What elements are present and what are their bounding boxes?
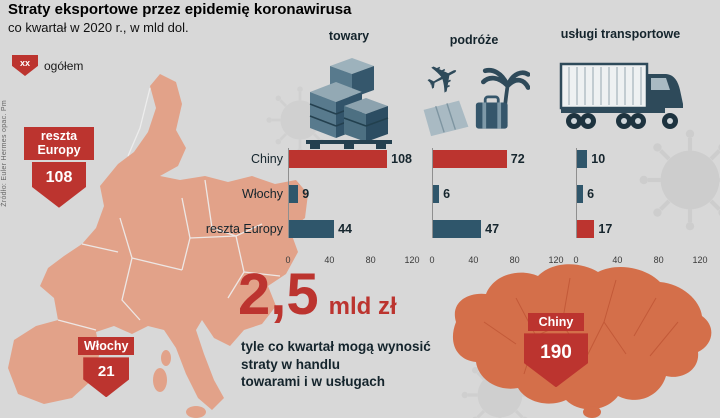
airplane-icon: ✈ (418, 50, 469, 107)
axis-tick: 80 (365, 255, 376, 265)
bar-value: 44 (338, 222, 352, 236)
bar-Włochy-podróże (433, 185, 440, 203)
bar-row: 6 (577, 185, 700, 203)
axis-tick: 0 (285, 255, 291, 265)
bar-Chiny-podróże (433, 150, 507, 168)
bar-reszta Europy-podróże (433, 220, 482, 238)
bar-value: 9 (302, 187, 310, 201)
badge-chiny: Chiny 190 (524, 313, 588, 388)
axis-tick: 40 (468, 255, 479, 265)
legend-arrow-icon: xx (12, 55, 38, 76)
bar-row: 10 (577, 150, 700, 168)
truck-icon (559, 62, 683, 129)
chart-podroze-bars: 72 6 47 (432, 148, 556, 238)
bar-value: 10 (591, 152, 606, 166)
page-title: Straty eksportowe przez epidemię koronaw… (8, 1, 352, 18)
bar-Włochy-towary (289, 185, 299, 203)
axis-tick: 40 (612, 255, 623, 265)
bar-Włochy-usługi transportowe (577, 185, 584, 203)
down-arrow-icon: 21 (83, 357, 130, 398)
chart-podroze-axis: 0 40 80 120 (429, 255, 563, 267)
axis-tick: 40 (324, 255, 335, 265)
bar-row: 108 (289, 150, 412, 168)
badge-chiny-label: Chiny (528, 313, 584, 332)
bar-Chiny-towary (289, 150, 388, 168)
bar-value: 47 (485, 222, 500, 236)
bar-value: 17 (598, 222, 613, 236)
source-credit: Źródło: Euler Hermes opac. Pm (1, 100, 8, 207)
bar-value: 72 (510, 152, 525, 166)
column-label-uslugi: usługi transportowe (560, 27, 681, 41)
suitcase-icon (475, 102, 508, 129)
row-label-wlochy: Włochy (242, 187, 283, 201)
badge-wlochy-value: 21 (97, 363, 115, 381)
axis-tick: 0 (573, 255, 579, 265)
bar-Chiny-usługi transportowe (577, 150, 588, 168)
bar-row: 72 (433, 150, 556, 168)
bar-value: 6 (587, 187, 595, 201)
column-label-podroze: podróże (449, 33, 499, 47)
chart-uslugi-axis: 0 40 80 120 (573, 255, 707, 267)
chart-uslugi-bars: 10 6 17 (576, 148, 700, 238)
axis-tick: 80 (653, 255, 664, 265)
bar-row: 9 (289, 185, 412, 203)
chart-podroze: 72 6 47 0 40 80 120 (429, 148, 564, 267)
axis-tick: 0 (429, 255, 435, 265)
axis-tick: 120 (404, 255, 420, 265)
legend: xx ogółem (12, 55, 83, 76)
badge-reszta-europy-label: reszta Europy (24, 127, 94, 160)
bar-value: 108 (391, 152, 412, 166)
axis-tick: 120 (692, 255, 708, 265)
chart-towary: 108 9 44 0 40 80 120 (285, 148, 420, 267)
badge-reszta-europy-value: 108 (45, 168, 73, 186)
travel-icon: ✈ (418, 50, 530, 137)
chart-towary-axis: 0 40 80 120 (285, 255, 419, 267)
bar-value: 6 (443, 187, 451, 201)
column-label-towary: towary (328, 29, 370, 43)
highlight-unit: mld zł (328, 293, 397, 320)
legend-label: ogółem (44, 58, 84, 73)
europe-map (8, 74, 308, 418)
bar-row: 17 (577, 220, 700, 238)
crates-icon (306, 58, 392, 149)
axis-tick: 120 (548, 255, 564, 265)
bar-row: 44 (289, 220, 412, 238)
bar-reszta Europy-usługi transportowe (577, 220, 595, 238)
chart-uslugi: 10 6 17 0 40 80 120 (573, 148, 708, 267)
down-arrow-icon: 190 (524, 333, 588, 388)
down-arrow-icon: 108 (32, 161, 86, 208)
bar-row: 6 (433, 185, 556, 203)
palm-tree-icon (481, 67, 530, 90)
badge-wlochy-label: Włochy (78, 337, 135, 356)
chart-row-labels: Chiny Włochy reszta Europy (198, 148, 283, 255)
bar-row: 47 (433, 220, 556, 238)
highlight-value: 2,5 (238, 262, 319, 327)
bar-reszta Europy-towary (289, 220, 335, 238)
badge-reszta-europy: reszta Europy 108 (24, 127, 94, 208)
page-subtitle: co kwartał w 2020 r., w mld dol. (8, 20, 189, 35)
axis-tick: 80 (509, 255, 520, 265)
legend-symbol: xx (19, 58, 30, 68)
row-label-reszta-europy: reszta Europy (205, 222, 283, 236)
highlight-number: 2,5 mld zł (238, 266, 397, 324)
highlight-caption: tyle co kwartał mogą wynosić straty w ha… (241, 339, 431, 390)
row-label-chiny: Chiny (251, 152, 283, 166)
chart-towary-bars: 108 9 44 (288, 148, 412, 238)
badge-chiny-value: 190 (540, 342, 572, 364)
badge-wlochy: Włochy 21 (78, 337, 135, 398)
